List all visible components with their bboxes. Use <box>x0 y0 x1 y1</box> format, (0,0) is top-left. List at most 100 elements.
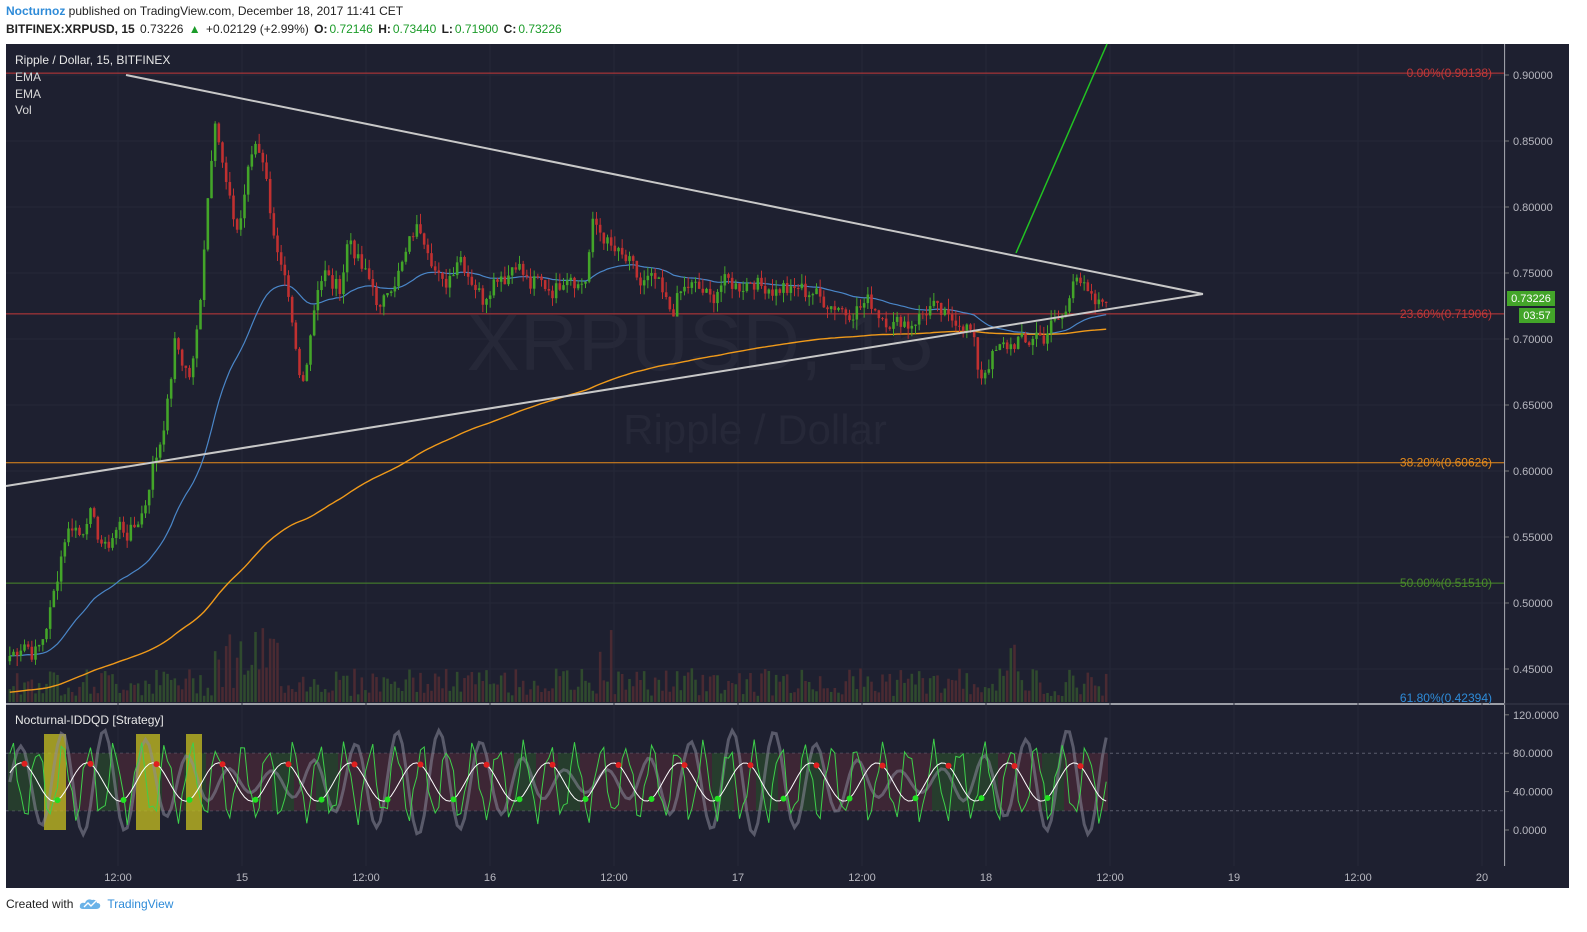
watermark: XRPUSD, 15 Ripple / Dollar <box>467 298 934 453</box>
volume-bar <box>804 680 807 702</box>
candle-body <box>353 240 356 259</box>
time-tick-label: 19 <box>1228 872 1240 884</box>
volume-bar <box>470 672 474 702</box>
candle-body <box>426 244 430 254</box>
candle-body <box>1038 332 1042 336</box>
volume-bar <box>342 675 345 702</box>
volume-bar <box>250 664 254 702</box>
candle-body <box>793 286 796 289</box>
volume-bar <box>232 687 235 702</box>
candle-body <box>976 337 980 370</box>
open-value: 0.72146 <box>329 22 373 36</box>
candle-body <box>620 247 624 255</box>
candle-body <box>415 224 419 237</box>
ind-signal-dot <box>54 797 61 804</box>
candle-body <box>78 527 81 535</box>
lower-trendline[interactable] <box>5 293 1204 487</box>
author-name[interactable]: Nocturnoz <box>6 4 66 18</box>
candle-body <box>708 288 712 295</box>
candle-body <box>562 285 565 290</box>
ind-signal-dot <box>1077 763 1084 770</box>
volume-bar <box>675 671 679 702</box>
volume-bar <box>166 673 169 702</box>
volume-bar <box>191 678 195 702</box>
ind-zone <box>316 753 338 811</box>
candle-body <box>510 267 514 276</box>
volume-bar <box>12 686 15 702</box>
volume-bar <box>958 668 961 702</box>
candle-body <box>1027 342 1031 346</box>
volume-bar <box>254 631 257 702</box>
volume-bar <box>950 679 954 702</box>
volume-bar <box>1024 690 1027 702</box>
candle-body <box>650 273 653 276</box>
volume-bar <box>613 694 617 702</box>
high-label: H: <box>378 22 391 36</box>
upper-trendline[interactable] <box>125 74 1204 295</box>
time-tick-label: 17 <box>732 872 744 884</box>
candle-body <box>859 306 862 308</box>
volume-bar <box>774 674 778 702</box>
candle-body <box>811 294 815 296</box>
candle-body <box>250 154 254 167</box>
candle-body <box>400 261 404 271</box>
candle-body <box>782 282 785 293</box>
candle-body <box>136 524 140 528</box>
candle-body <box>723 274 727 286</box>
volume-bar <box>521 680 525 702</box>
volume-bar <box>63 694 67 702</box>
volume-bar <box>1064 682 1068 702</box>
volume-bar <box>782 676 785 702</box>
time-tick-label: 18 <box>980 872 992 884</box>
volume-bar <box>532 680 536 702</box>
candle-body <box>375 287 378 306</box>
volume-bar <box>723 689 727 702</box>
volume-bar <box>943 688 947 702</box>
volume-bar <box>1053 691 1057 702</box>
volume-bar <box>195 693 199 702</box>
volume-bar <box>800 669 804 702</box>
volume-bar <box>312 679 316 702</box>
volume-bar <box>873 690 877 702</box>
volume-bar <box>925 693 928 702</box>
volume-bar <box>877 692 881 702</box>
volume-bar <box>1016 671 1020 702</box>
candle-body <box>287 275 290 297</box>
candle-body <box>884 318 888 328</box>
candle-body <box>1101 299 1104 302</box>
candle-body <box>444 278 448 288</box>
candle-body <box>899 316 903 327</box>
volume-bar <box>866 676 870 702</box>
candle-body <box>694 281 697 283</box>
volume-bar <box>393 681 397 702</box>
candle-body <box>965 324 969 331</box>
volume-bar <box>734 684 738 702</box>
volume-bar <box>701 674 705 702</box>
candle-body <box>37 644 41 647</box>
candle-body <box>210 160 213 199</box>
candle-body <box>338 278 342 295</box>
candle-body <box>184 365 188 368</box>
ind-signal-dot <box>912 795 919 802</box>
volume-bar <box>507 692 510 702</box>
tradingview-link[interactable]: TradingView <box>79 897 173 911</box>
candle-body <box>672 309 675 317</box>
price-tick-label: 0.80000 <box>1513 202 1553 214</box>
volume-bar <box>492 683 496 702</box>
volume-bar <box>672 686 675 702</box>
volume-bar <box>914 684 917 702</box>
candle-body <box>1009 344 1013 350</box>
candle-body <box>246 166 250 195</box>
candle-body <box>122 521 125 533</box>
volume-bar <box>881 674 884 702</box>
candle-body <box>235 219 239 230</box>
time-axis-bg <box>6 866 1569 888</box>
time-tick-label: 12:00 <box>1344 872 1372 884</box>
volume-bar <box>221 686 224 702</box>
candle-body <box>741 290 745 292</box>
ema-fast-line[interactable] <box>9 264 1107 657</box>
candle-body <box>983 372 987 379</box>
candle-body <box>272 213 276 236</box>
breakout-line[interactable] <box>1015 43 1108 254</box>
ema-slow-line[interactable] <box>9 328 1107 693</box>
